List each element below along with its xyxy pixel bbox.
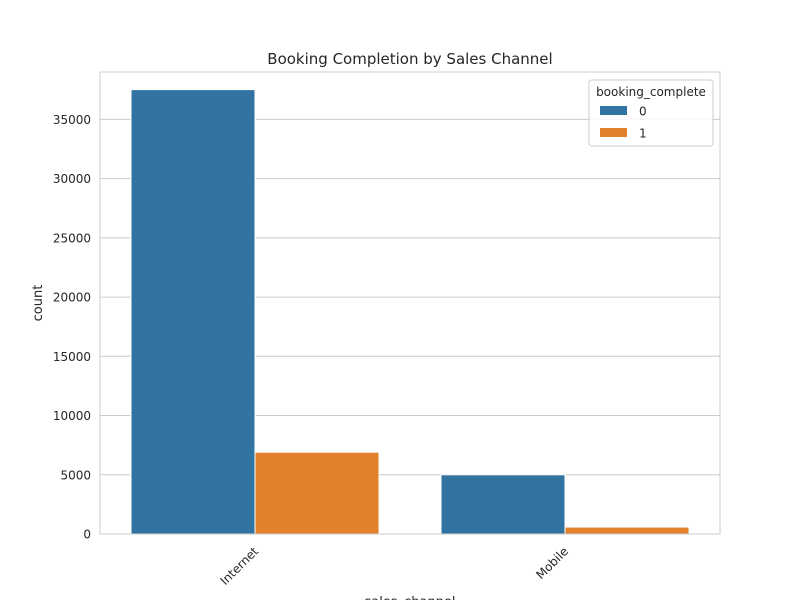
- y-tick-label: 35000: [53, 113, 91, 127]
- y-axis-label: count: [31, 285, 46, 322]
- bar-mobile-0: [440, 474, 566, 535]
- legend-swatch-1: [600, 128, 627, 137]
- x-tick-label: Internet: [218, 544, 262, 588]
- x-axis-label: sales_channel: [364, 595, 455, 600]
- y-tick-label: 15000: [53, 350, 91, 364]
- bar-mobile-1: [564, 526, 690, 535]
- legend-swatch-0: [600, 106, 627, 115]
- x-tick-label: Mobile: [533, 544, 571, 582]
- legend-label-0: 0: [639, 105, 647, 119]
- y-tick-label: 0: [83, 528, 91, 542]
- legend-title: booking_complete: [596, 85, 706, 99]
- y-tick-label: 20000: [53, 291, 91, 305]
- y-tick-label: 10000: [53, 409, 91, 423]
- chart-title: Booking Completion by Sales Channel: [267, 50, 552, 68]
- legend-label-1: 1: [639, 127, 647, 141]
- y-tick-label: 5000: [60, 468, 91, 482]
- bars: [130, 89, 690, 535]
- legend: booking_complete 0 1: [588, 79, 714, 147]
- plot-frame: [99, 71, 721, 535]
- y-tick-label: 25000: [53, 231, 91, 245]
- y-axis-ticks: 0 5000 10000 15000 20000 25000 30000 35000: [53, 113, 91, 542]
- y-tick-label: 30000: [53, 172, 91, 186]
- bar-internet-1: [254, 451, 380, 535]
- x-axis-ticks: Internet Mobile: [218, 544, 572, 588]
- bar-internet-0: [130, 89, 256, 535]
